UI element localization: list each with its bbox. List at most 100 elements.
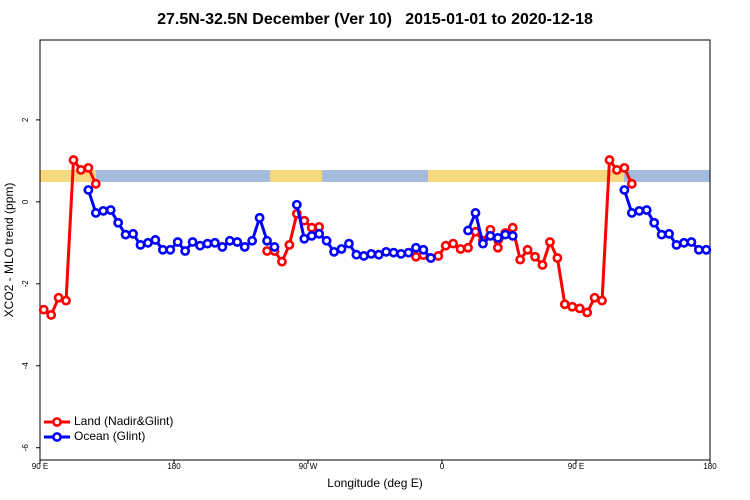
data-point <box>105 205 116 215</box>
data-point <box>232 237 243 247</box>
data-point <box>634 205 645 216</box>
data-point <box>641 205 652 215</box>
data-point <box>693 244 704 255</box>
data-point <box>299 233 310 244</box>
legend-label: Land (Nadir&Glint) <box>74 414 173 428</box>
data-point <box>559 299 570 310</box>
data-point <box>224 235 235 246</box>
plot-frame <box>39 39 711 461</box>
y-axis-label: XCO2 - MLO trend (ppm) <box>2 183 16 318</box>
series-line <box>86 189 707 259</box>
data-point <box>202 238 213 249</box>
data-point <box>239 242 250 252</box>
data-point <box>478 238 488 249</box>
x-tick-label: 90 E <box>568 462 584 471</box>
data-point <box>76 164 86 175</box>
data-point <box>38 304 49 315</box>
data-point <box>46 310 57 320</box>
data-point <box>425 253 436 263</box>
legend-marker <box>52 432 62 442</box>
data-point <box>135 239 146 250</box>
chart-title: 27.5N-32.5N December (Ver 10) 2015-01-01… <box>157 11 593 28</box>
data-point <box>507 230 518 241</box>
data-point <box>358 251 369 261</box>
y-tick-label: -4 <box>21 362 30 370</box>
data-point <box>269 242 280 252</box>
data-point <box>679 237 689 248</box>
data-point <box>530 251 540 262</box>
data-point <box>433 251 444 261</box>
data-point <box>381 246 392 257</box>
data-point <box>686 237 697 247</box>
data-point <box>500 229 511 240</box>
data-point <box>388 247 399 258</box>
data-point <box>411 242 421 253</box>
data-point <box>277 256 287 267</box>
data-point <box>90 178 101 189</box>
y-tick-label: -6 <box>21 444 30 452</box>
data-point <box>329 246 339 257</box>
x-axis-label: Longitude (deg E) <box>327 476 422 490</box>
x-tick-label: 180 <box>167 462 181 471</box>
data-point <box>619 185 630 195</box>
data-point <box>143 237 153 248</box>
data-point <box>440 240 451 251</box>
data-point <box>396 248 406 259</box>
data-point <box>604 155 615 165</box>
data-point <box>485 230 496 241</box>
data-point <box>113 217 124 228</box>
data-point <box>157 244 168 255</box>
data-point <box>470 208 481 218</box>
data-point <box>351 249 362 260</box>
data-point <box>463 242 473 253</box>
data-point <box>649 217 660 228</box>
data-point <box>195 240 205 251</box>
x-tick-label: 90 W <box>299 462 318 471</box>
legend-label: Ocean (Glint) <box>74 429 145 443</box>
data-point <box>463 225 473 236</box>
y-tick-label: 0 <box>21 199 30 204</box>
data-point <box>217 242 228 252</box>
data-point <box>336 244 347 254</box>
data-point <box>545 237 555 247</box>
data-point <box>455 244 466 254</box>
data-point <box>574 303 585 314</box>
land-ocean-strip <box>40 170 710 182</box>
data-point <box>83 185 94 195</box>
legend-marker <box>52 417 62 427</box>
data-point <box>254 212 265 223</box>
data-point <box>180 246 191 256</box>
data-point <box>262 246 272 256</box>
data-point <box>582 307 593 318</box>
data-point <box>306 222 317 233</box>
data-point <box>626 208 637 218</box>
data-point <box>671 239 682 250</box>
data-point <box>262 235 272 246</box>
data-point <box>612 164 622 175</box>
data-point <box>90 208 101 218</box>
data-point <box>61 295 71 306</box>
data-point <box>98 205 109 216</box>
data-point <box>492 233 503 243</box>
data-point <box>150 235 161 245</box>
data-point <box>210 237 220 248</box>
data-point <box>120 229 131 240</box>
data-point <box>314 228 325 239</box>
data-point <box>448 238 459 249</box>
x-tick-label: 90 E <box>32 462 48 471</box>
data-point <box>701 244 712 255</box>
data-point <box>537 260 548 270</box>
data-point <box>172 237 183 247</box>
data-point <box>507 222 518 233</box>
data-point <box>291 199 302 210</box>
data-point <box>247 235 258 246</box>
data-point <box>128 228 138 239</box>
data-point <box>522 244 533 255</box>
data-point <box>619 162 630 173</box>
data-point <box>68 155 79 165</box>
data-point <box>187 237 198 247</box>
data-point <box>344 238 354 249</box>
x-tick-label: 0 <box>440 462 445 471</box>
data-point <box>306 230 317 241</box>
data-point <box>418 244 429 255</box>
